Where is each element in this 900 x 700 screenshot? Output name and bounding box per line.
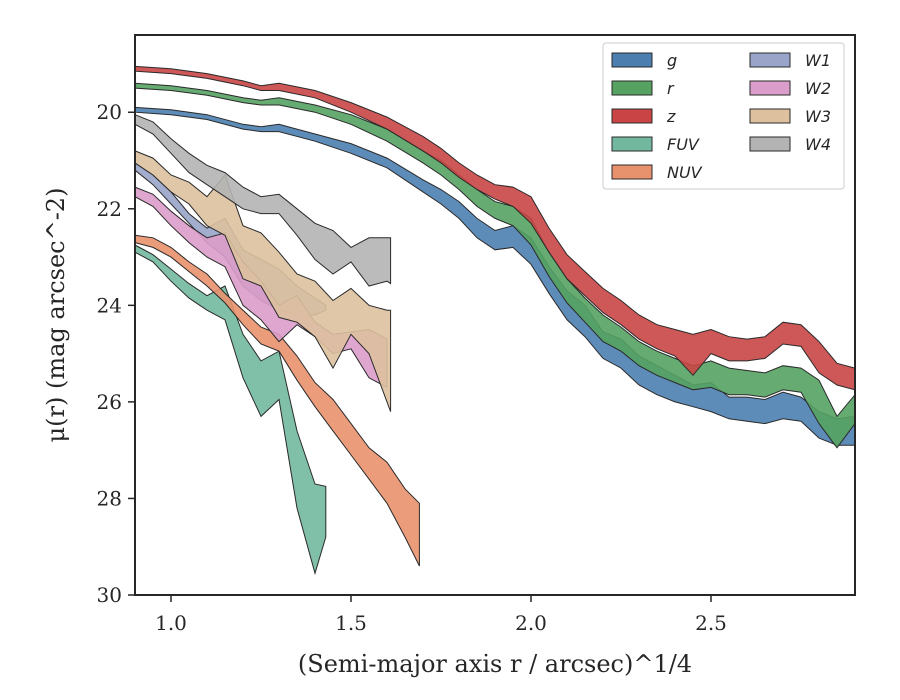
legend-label-W3: W3	[805, 107, 831, 126]
band-W2	[134, 186, 388, 389]
band-FUV	[134, 244, 327, 576]
legend-swatch-FUV	[611, 136, 653, 152]
x-tick-label: 2.0	[515, 611, 547, 635]
legend: grz FUV NUV W1 W2 W3 W4	[602, 42, 845, 190]
y-tick-label: 24	[97, 293, 122, 317]
plot-frame	[134, 34, 856, 596]
legend-label-z: z	[666, 107, 676, 126]
band-NUV	[134, 234, 420, 567]
legend-swatch-W4	[749, 136, 791, 152]
legend-swatch-NUV	[611, 164, 653, 180]
legend-label-g: g	[667, 51, 677, 70]
legend-swatch-W1	[749, 52, 791, 68]
x-axis: 1.0 1.5 2.0 2.5	[155, 595, 727, 635]
legend-swatch-W2	[749, 80, 791, 96]
legend-label-FUV: FUV	[667, 135, 700, 154]
y-tick-label: 22	[97, 197, 122, 221]
legend-label-NUV: NUV	[667, 163, 703, 182]
y-tick-label: 26	[97, 390, 122, 414]
legend-swatch-z	[611, 108, 653, 124]
y-axis: 20 22 24 26 28 30	[97, 100, 135, 607]
legend-swatch-r	[611, 80, 653, 96]
x-axis-label: (Semi-major axis r / arcsec)^1/4	[298, 650, 692, 678]
legend-label-W1: W1	[805, 51, 831, 70]
legend-label-W2: W2	[805, 79, 831, 98]
x-tick-label: 1.5	[335, 611, 367, 635]
y-axis-label: μ(r) (mag arcsec^-2)	[42, 188, 70, 443]
legend-label-W4: W4	[805, 135, 831, 154]
y-tick-label: 20	[97, 100, 122, 124]
y-tick-label: 28	[97, 486, 122, 510]
legend-box	[602, 42, 845, 190]
band-W4	[134, 113, 392, 287]
legend-label-r: r	[667, 79, 675, 98]
bands-layer	[134, 65, 856, 576]
legend-swatch-W3	[749, 108, 791, 124]
legend-swatch-g	[611, 52, 653, 68]
x-tick-label: 2.5	[695, 611, 727, 635]
y-tick-label: 30	[97, 583, 122, 607]
x-tick-label: 1.0	[155, 611, 187, 635]
